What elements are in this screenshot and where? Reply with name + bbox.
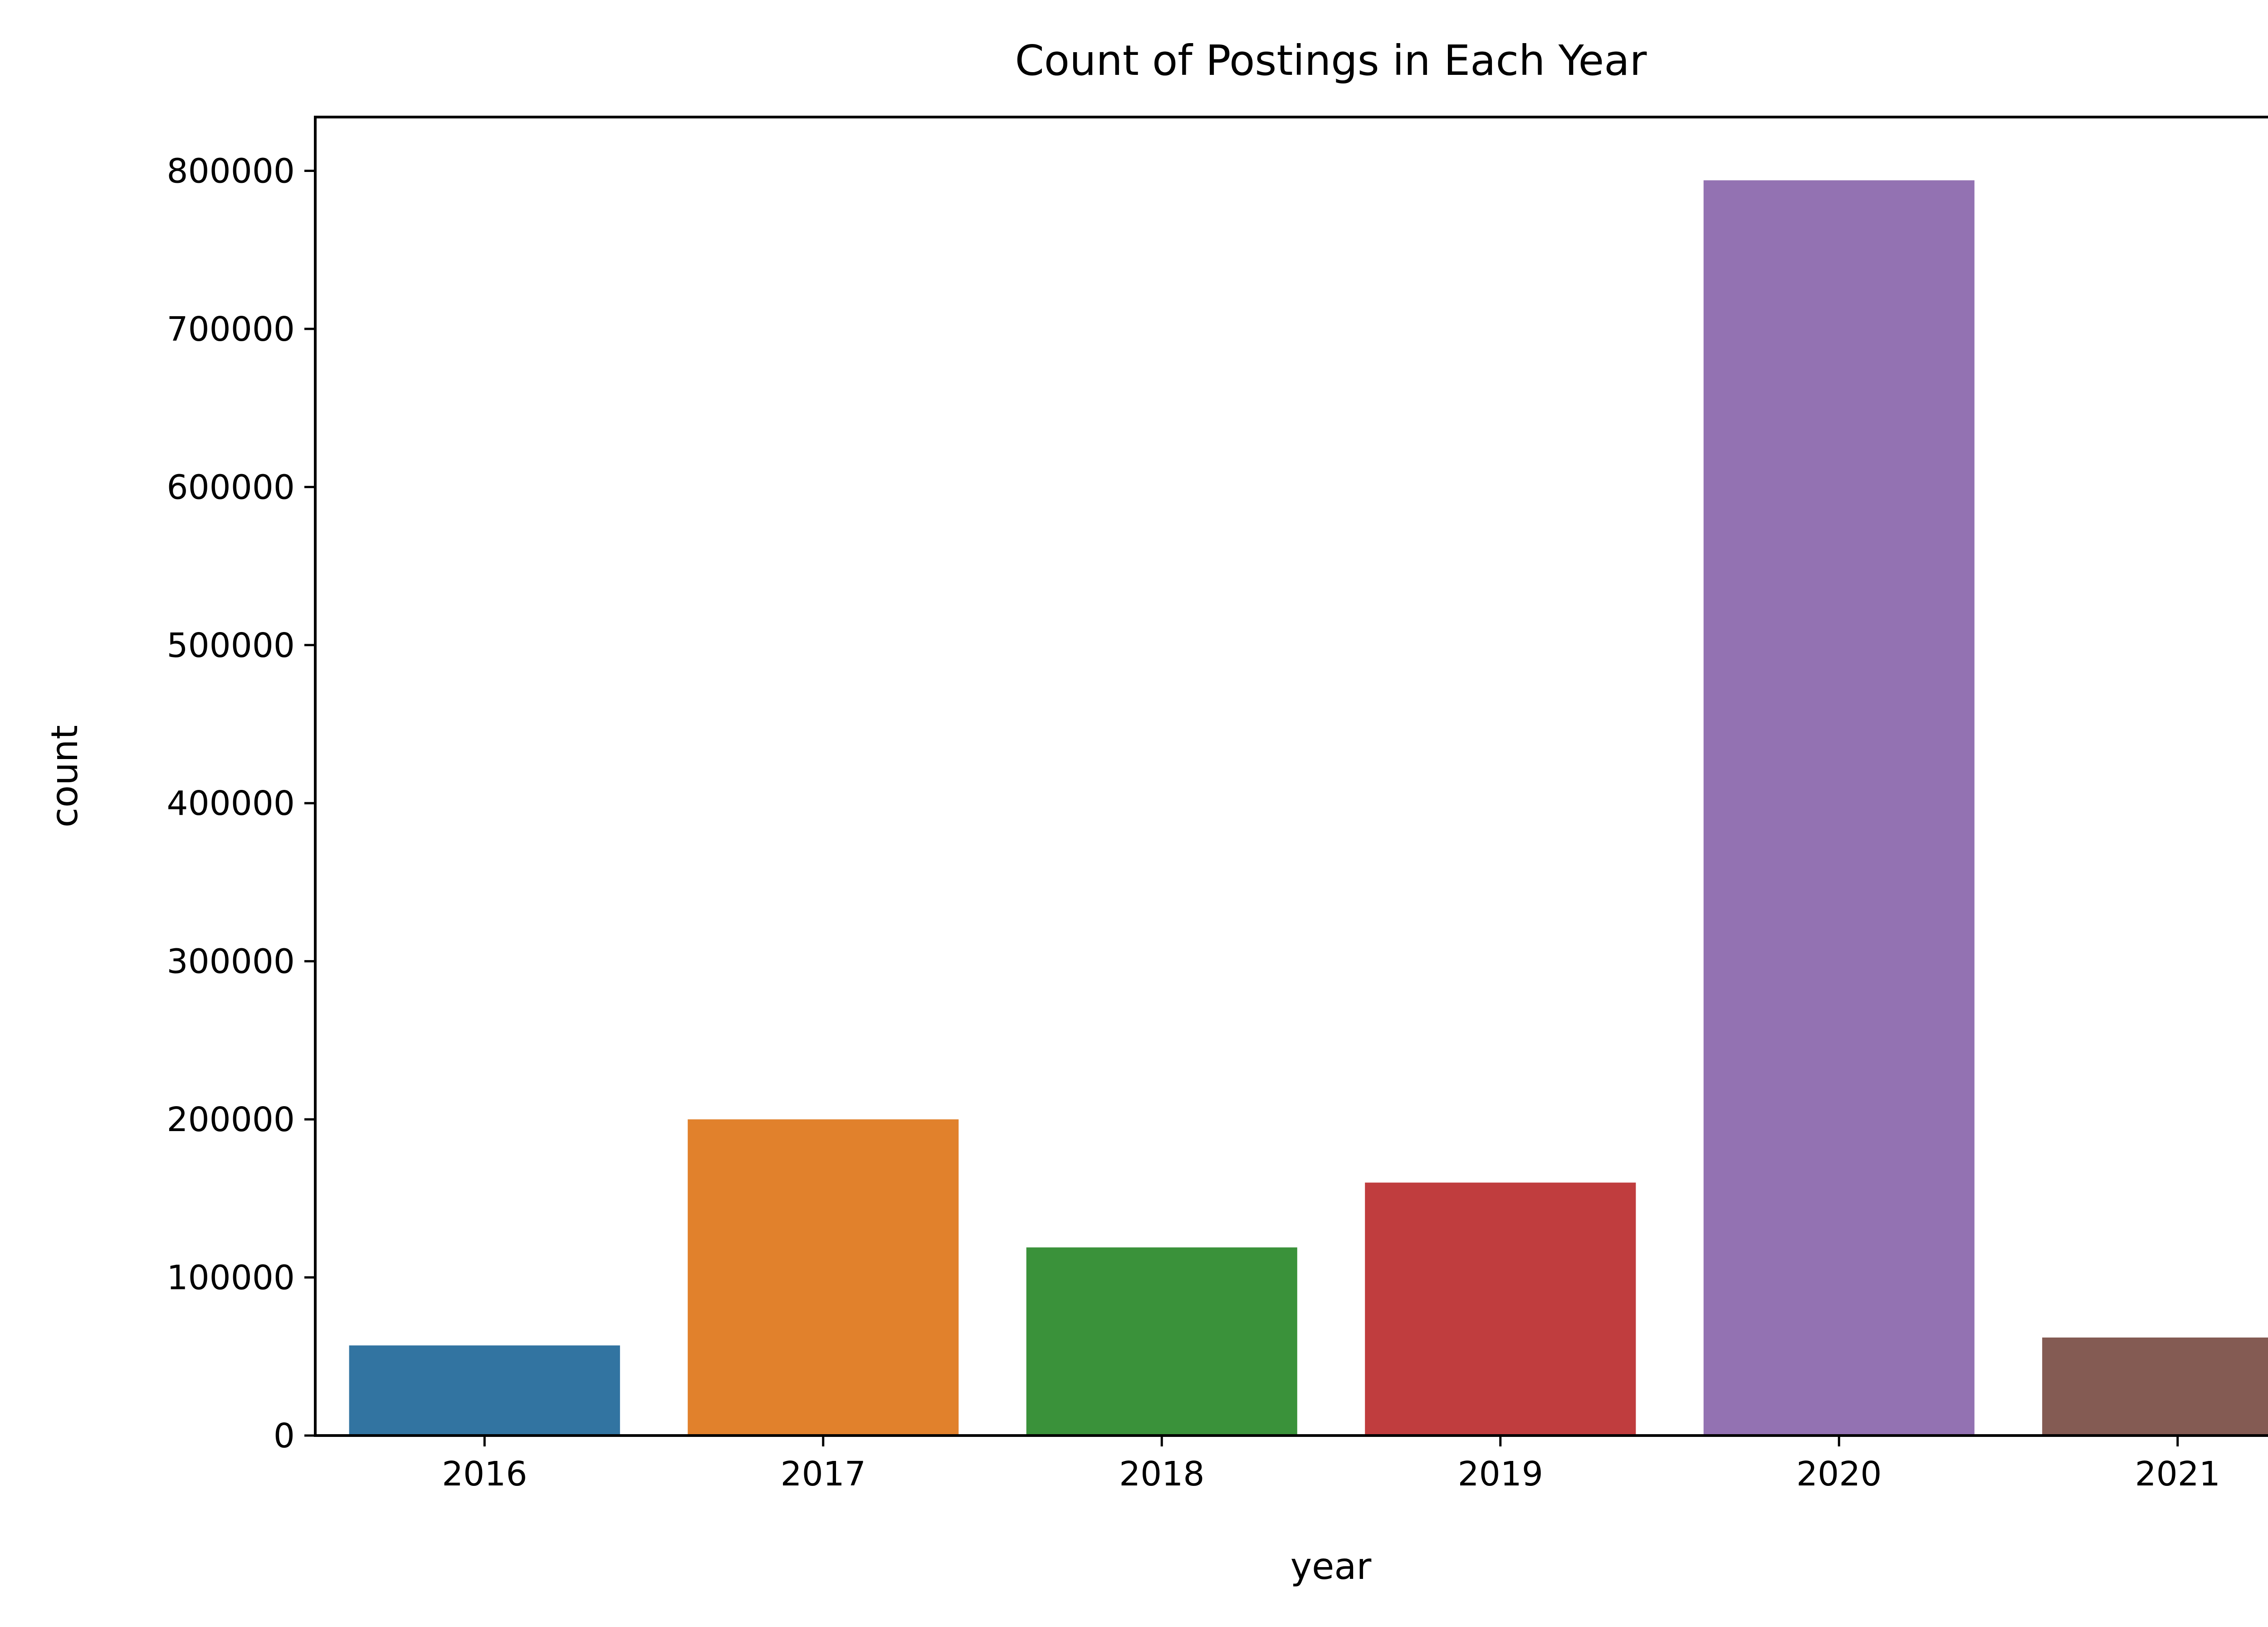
chart-title: Count of Postings in Each Year [1015,36,1647,85]
x-tick-label-2016: 2016 [442,1455,527,1494]
y-tick-label-700000: 700000 [167,310,295,349]
bar-2016 [349,1345,620,1436]
bar-2021 [2042,1337,2268,1436]
y-axis-ticks: 0 100000 200000 300000 400000 500000 600000 700… [167,152,315,1455]
y-tick-label-800000: 800000 [167,152,295,191]
y-tick-label-400000: 400000 [167,784,295,823]
x-tick-label-2017: 2017 [781,1455,866,1494]
y-tick-label-500000: 500000 [167,626,295,665]
x-axis-label: year [1290,1545,1372,1588]
y-axis-label: count [44,725,86,828]
plot-area-frame [314,116,2268,1437]
bar-2017 [688,1119,959,1436]
x-tick-label-2020: 2020 [1796,1455,1882,1494]
bar-2018 [1026,1247,1297,1436]
y-tick-label-200000: 200000 [167,1100,295,1139]
x-tick-label-2019: 2019 [1458,1455,1543,1494]
y-tick-label-0: 0 [274,1416,295,1455]
x-tick-label-2018: 2018 [1119,1455,1204,1494]
bar-2020 [1703,180,1975,1436]
x-axis-ticks: 2016 2017 2018 2019 2020 2021 [442,1436,2220,1494]
y-tick-label-600000: 600000 [167,468,295,507]
bars-layer [349,180,2268,1436]
bar-2019 [1365,1182,1636,1436]
y-tick-label-100000: 100000 [167,1259,295,1298]
y-tick-label-300000: 300000 [167,942,295,981]
x-tick-label-2021: 2021 [2135,1455,2220,1494]
